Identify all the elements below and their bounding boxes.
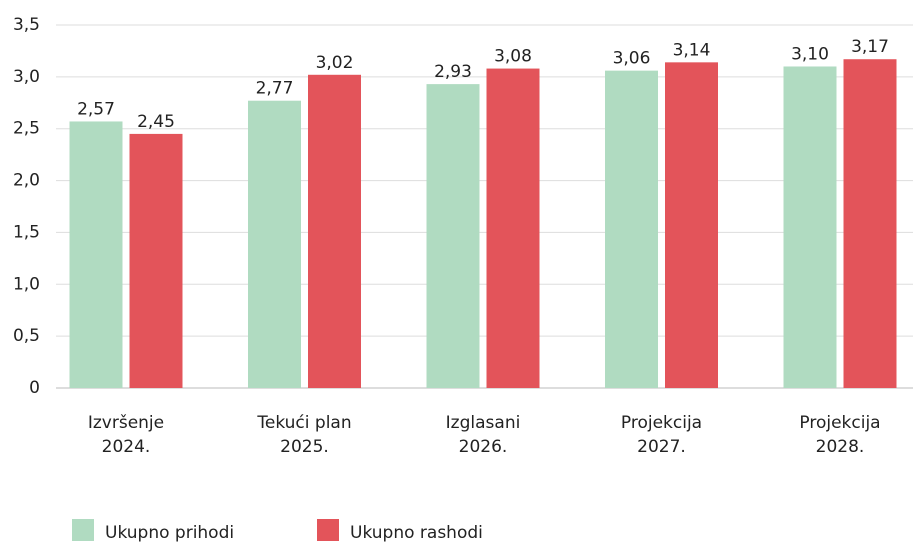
bar — [665, 62, 718, 388]
bar — [426, 84, 480, 389]
bar — [129, 133, 183, 388]
bar — [308, 74, 361, 388]
legend-swatch — [72, 519, 94, 541]
value-label: 2,57 — [77, 99, 115, 119]
legend-label: Ukupno prihodi — [105, 523, 234, 543]
value-label: 3,08 — [494, 47, 532, 67]
legend-label: Ukupno rashodi — [350, 523, 483, 543]
x-tick-label: 2025. — [280, 437, 329, 457]
bar — [783, 66, 837, 388]
x-tick-label: 2027. — [637, 437, 686, 457]
value-label: 2,77 — [256, 79, 294, 99]
x-tick-label: Tekući plan — [256, 413, 351, 433]
bar — [486, 68, 540, 388]
value-label: 3,06 — [613, 49, 651, 69]
y-tick-label: 2,0 — [13, 171, 40, 191]
value-label: 2,45 — [137, 112, 175, 132]
value-label: 2,93 — [434, 62, 472, 82]
bar — [605, 70, 658, 389]
bar — [248, 100, 301, 388]
y-tick-label: 3,0 — [13, 67, 40, 87]
y-tick-label: 1,0 — [13, 274, 40, 294]
y-tick-label: 1,5 — [13, 222, 40, 242]
value-label: 3,14 — [673, 40, 711, 60]
y-tick-label: 3,5 — [13, 15, 40, 35]
y-tick-label: 0,5 — [13, 326, 40, 346]
legend-swatch — [317, 519, 339, 541]
x-tick-label: 2026. — [459, 437, 508, 457]
value-label: 3,10 — [791, 44, 829, 64]
value-label: 3,17 — [851, 37, 889, 57]
x-tick-label: Izvršenje — [88, 413, 164, 433]
bar — [69, 121, 123, 388]
x-tick-label: Projekcija — [621, 413, 702, 433]
x-tick-label: 2024. — [102, 437, 151, 457]
x-tick-label: Projekcija — [799, 413, 880, 433]
value-label: 3,02 — [316, 53, 354, 73]
x-tick-label: Izglasani — [446, 413, 521, 433]
y-tick-label: 0 — [29, 378, 40, 398]
bar — [843, 59, 897, 389]
y-tick-label: 2,5 — [13, 119, 40, 139]
x-tick-label: 2028. — [816, 437, 865, 457]
